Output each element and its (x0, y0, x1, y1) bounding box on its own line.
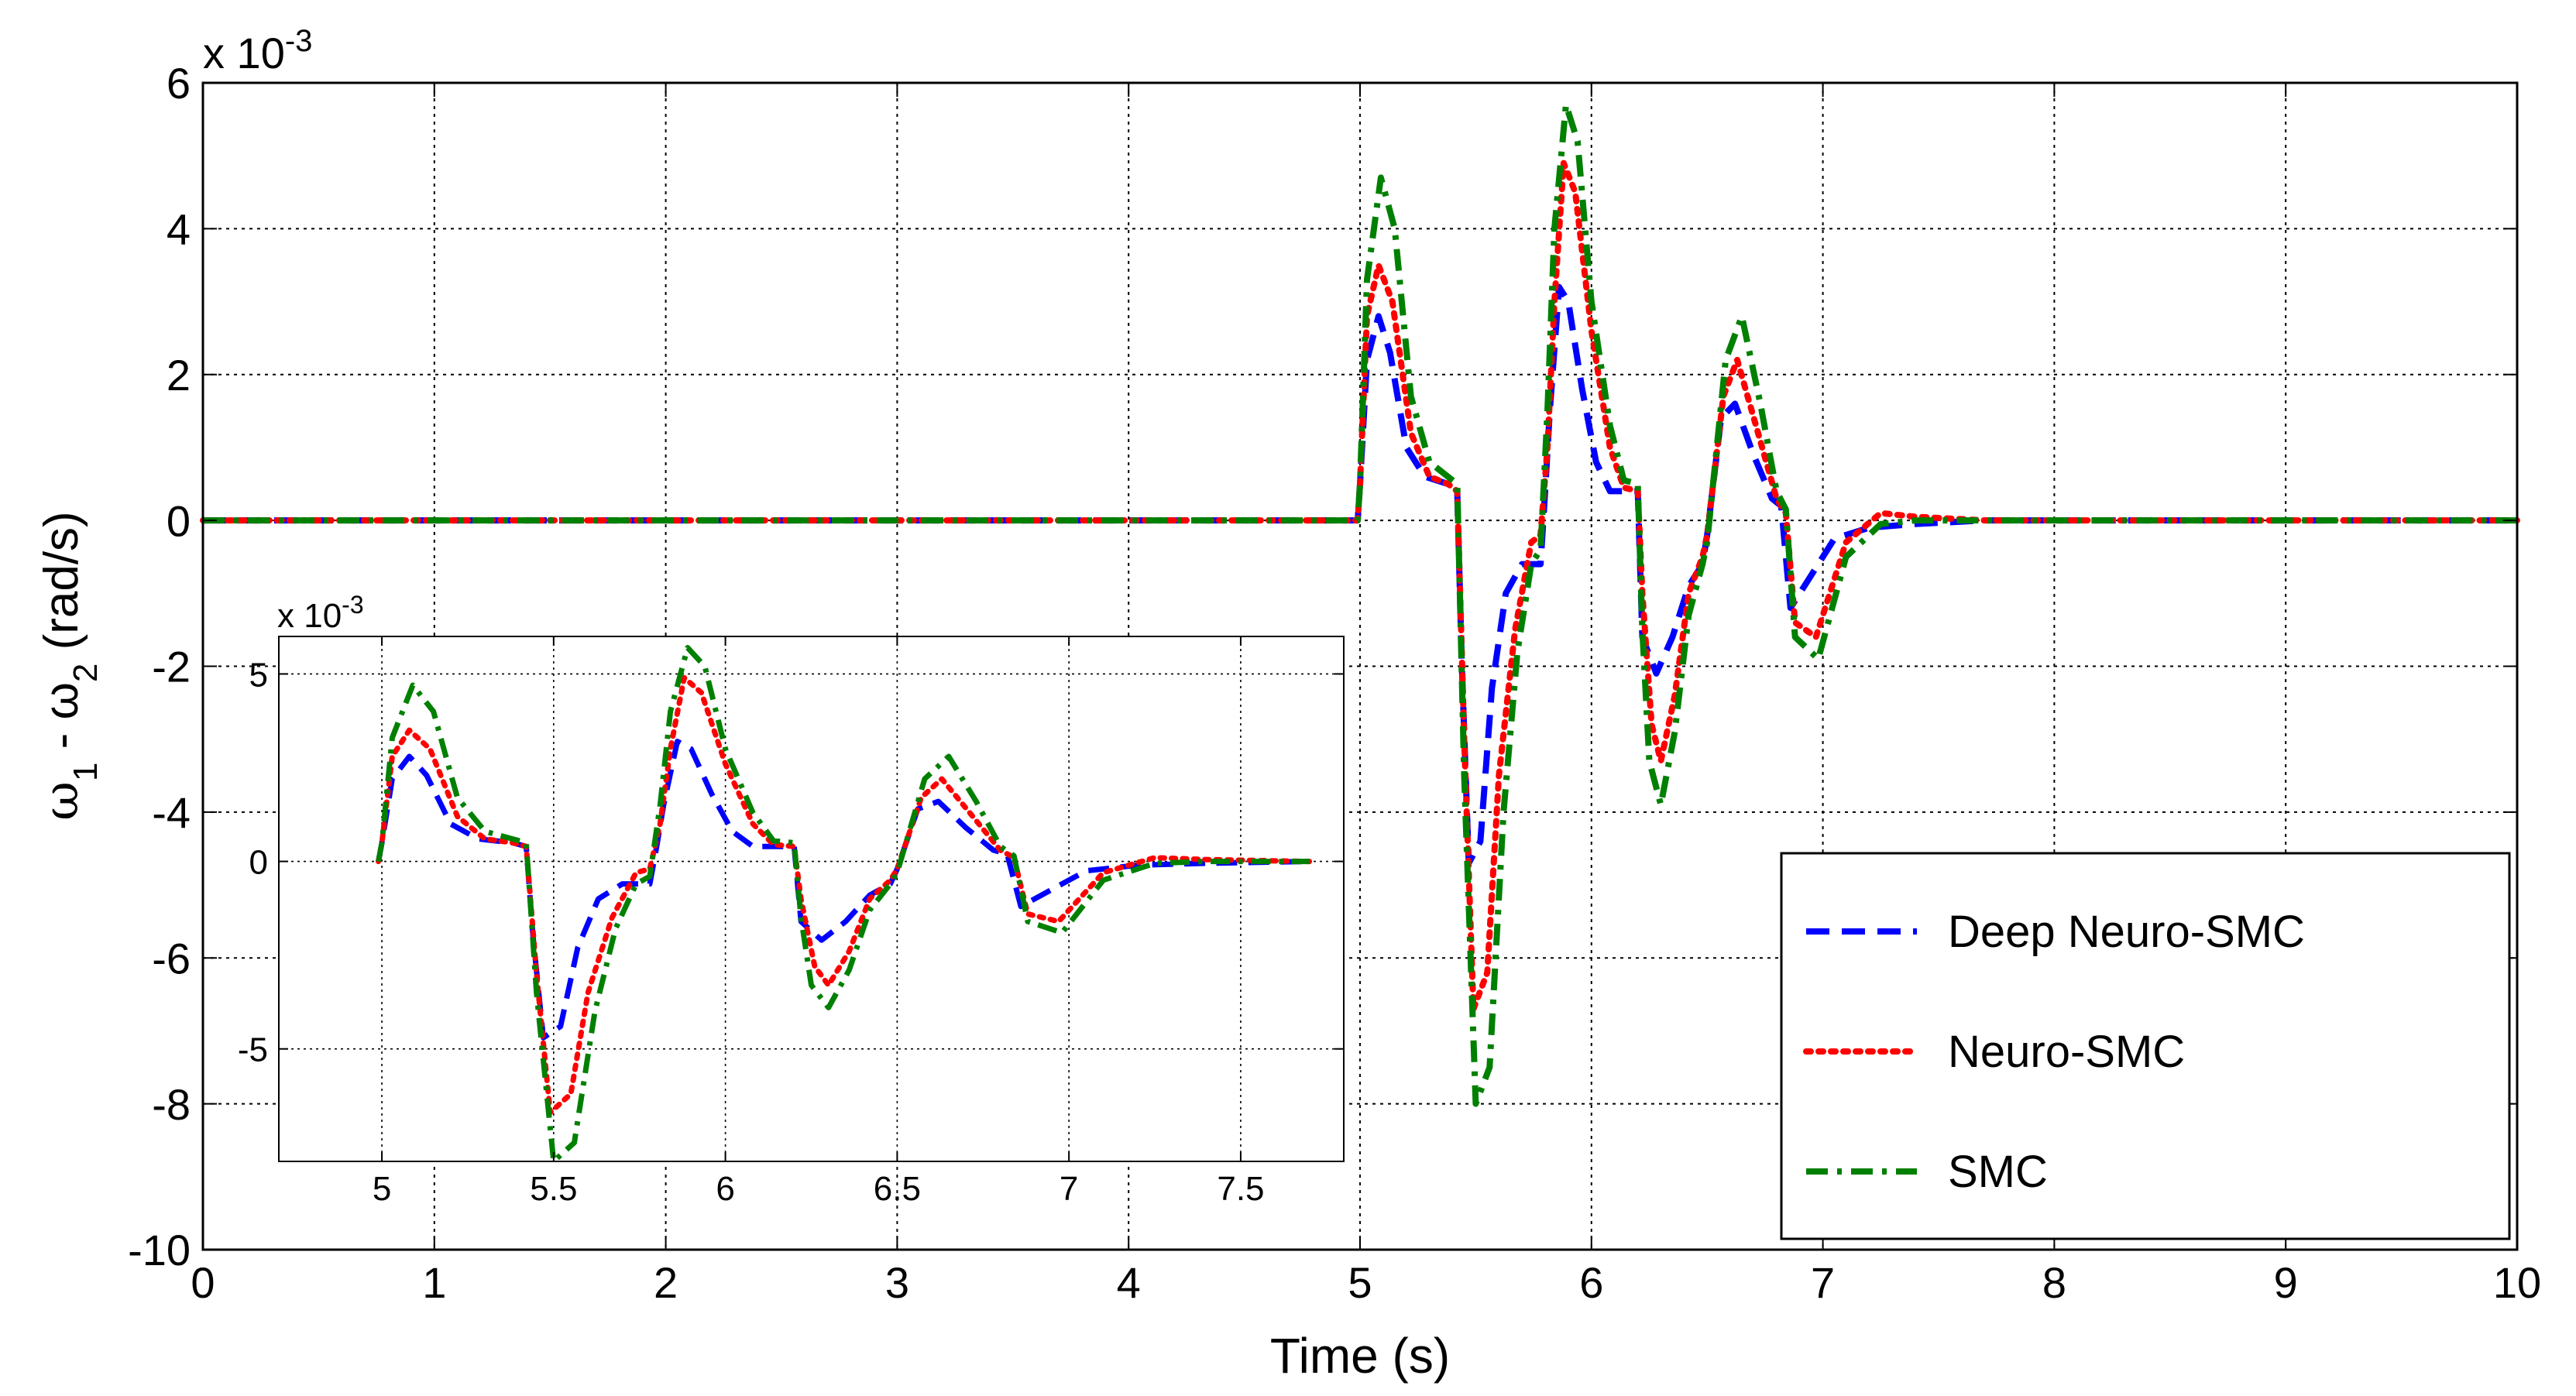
main-x-tick-label: 7 (1811, 1258, 1835, 1307)
inset-plot: 5 5.5 6 6.5 7 7.5 -5 0 5 x 10-3 (238, 591, 1345, 1208)
main-x-tick-label: 8 (2042, 1258, 2066, 1307)
main-x-tick-label: 2 (654, 1258, 678, 1307)
inset-x-tick-label: 7 (1060, 1170, 1078, 1208)
main-y-tick-label: 4 (167, 205, 191, 254)
main-y-tick-label: 6 (167, 59, 191, 108)
inset-y-multiplier-base: x 10 (277, 597, 342, 635)
main-x-ticks: 0 1 2 3 4 5 6 7 8 9 10 (191, 83, 2541, 1307)
y-axis-label-mid: - ω (35, 682, 88, 763)
main-y-tick-label: 2 (167, 351, 191, 400)
main-series (200, 101, 2520, 1107)
legend-items: Deep Neuro-SMC Neuro-SMC SMC (1803, 907, 2305, 1197)
inset-x-tick-label: 6.5 (874, 1170, 921, 1208)
inset-series (376, 645, 1313, 1164)
main-series-smc (203, 101, 2517, 1107)
inset-series-neuro-smc (376, 674, 1313, 1116)
inset-y-multiplier: x 10-3 (277, 591, 364, 635)
main-x-tick-label: 1 (422, 1258, 446, 1307)
main-y-multiplier: x 10-3 (203, 24, 312, 77)
main-x-tick-label: 5 (1348, 1258, 1372, 1307)
y-axis-label-sub1: 1 (67, 763, 105, 781)
inset-y-ticks: -5 0 5 (238, 656, 1344, 1069)
inset-y-multiplier-exp: -3 (342, 591, 363, 619)
inset-grid (279, 636, 1344, 1161)
y-axis-label-sub2: 2 (67, 664, 105, 682)
main-x-tick-label: 4 (1117, 1258, 1141, 1307)
main-x-tick-label: 6 (1579, 1258, 1603, 1307)
inset-x-tick-label: 5 (373, 1170, 391, 1208)
inset-y-tick-label: -5 (238, 1031, 268, 1069)
inset-y-tick-label: 0 (249, 843, 268, 881)
inset-series-deep-neuro-smc (376, 739, 1310, 1041)
main-y-tick-label: -4 (152, 788, 191, 837)
legend-label-neuro-smc: Neuro-SMC (1948, 1027, 2185, 1077)
main-y-ticks: -10 -8 -6 -4 -2 0 2 4 6 (128, 59, 2517, 1274)
main-y-multiplier-base: x 10 (203, 29, 285, 77)
legend-label-smc: SMC (1948, 1147, 2048, 1197)
main-y-multiplier-exp: -3 (285, 24, 313, 58)
inset-plot-frame (278, 636, 1345, 1162)
main-x-tick-label: 10 (2493, 1258, 2541, 1307)
main-y-tick-label: -2 (152, 643, 191, 691)
y-axis-label-omega1: ω (33, 781, 89, 821)
main-y-tick-label: -8 (152, 1080, 191, 1129)
main-x-tick-label: 0 (191, 1258, 215, 1307)
main-y-tick-label: 0 (167, 496, 191, 545)
legend-label-deep-neuro-smc: Deep Neuro-SMC (1948, 907, 2305, 957)
main-y-tick-label: -6 (152, 934, 191, 983)
y-axis-label-unit: (rad/s) (35, 511, 88, 663)
y-axis-label: ω1 - ω2 (rad/s) (33, 511, 105, 820)
inset-plot-area (279, 636, 1344, 1161)
inset-x-tick-label: 6 (716, 1170, 734, 1208)
inset-x-tick-label: 7.5 (1217, 1170, 1264, 1208)
legend: Deep Neuro-SMC Neuro-SMC SMC (1780, 852, 2511, 1240)
inset-y-tick-label: 5 (249, 656, 268, 694)
main-y-tick-label: -10 (128, 1226, 191, 1274)
main-x-tick-label: 9 (2274, 1258, 2298, 1307)
inset-x-tick-label: 5.5 (530, 1170, 577, 1208)
inset-x-ticks: 5 5.5 6 6.5 7 7.5 (373, 636, 1265, 1208)
main-x-tick-label: 3 (885, 1258, 909, 1307)
inset-series-smc (376, 645, 1310, 1164)
x-axis-label: Time (s) (1270, 1328, 1450, 1384)
